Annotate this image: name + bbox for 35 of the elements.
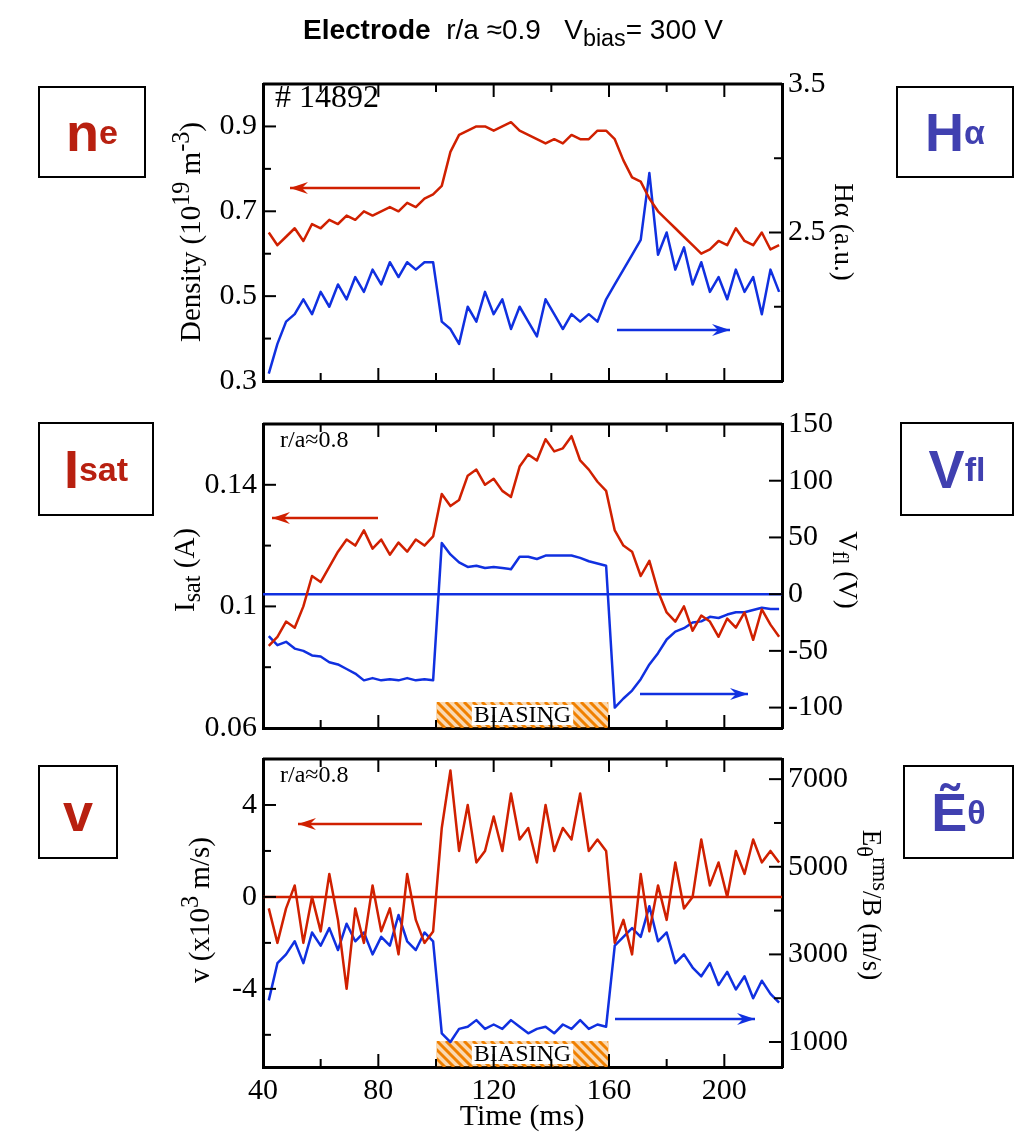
y2-tick-label: 150 (788, 404, 833, 438)
x-tick-label: 160 (586, 1071, 632, 1105)
x-tick-label: 40 (248, 1071, 278, 1105)
y-tick-label: 0.1 (219, 587, 257, 621)
y2-tick-label: 2.5 (788, 213, 826, 247)
y2-tick-label: -50 (788, 631, 828, 665)
y-tick-label: 0.7 (219, 192, 257, 226)
y-tick-label: 4 (242, 785, 257, 819)
y-tick-label: 0.14 (204, 465, 257, 499)
annotation: r/a≈0.8 (280, 426, 349, 453)
band-label: BIASING (473, 1040, 572, 1067)
y-tick-label: 0.06 (204, 708, 257, 742)
y2-tick-label: 100 (788, 461, 833, 495)
annotation: r/a≈0.8 (280, 761, 349, 788)
y-tick-label: 0.3 (219, 361, 257, 395)
y-tick-label: 0 (242, 877, 257, 911)
y2-tick-label: 7000 (788, 760, 848, 794)
y-tick-label: 0.5 (219, 277, 257, 311)
y2-axis-title: Hα (a.u.) (827, 183, 859, 281)
x-tick-label: 80 (363, 1071, 394, 1105)
band-label: BIASING (473, 701, 572, 728)
y2-tick-label: 1000 (788, 1022, 848, 1056)
annotation: # 14892 (275, 78, 379, 115)
y2-tick-label: 3.5 (788, 64, 826, 98)
y2-tick-label: 3000 (788, 935, 848, 969)
y2-tick-label: 5000 (788, 847, 848, 881)
y-tick-label: 0.9 (219, 107, 257, 141)
y2-tick-label: -100 (788, 688, 843, 722)
chart-title: Electrode (302, 14, 431, 45)
y2-tick-label: 50 (788, 518, 818, 552)
chart-subtitle: r/a ≈0.9 V$_{bias}$= 300 V (446, 14, 724, 51)
text: v (38, 765, 118, 859)
y-tick-label: -4 (232, 969, 257, 1003)
y2-tick-label: 0 (788, 575, 803, 609)
x-tick-label: 200 (701, 1071, 747, 1105)
